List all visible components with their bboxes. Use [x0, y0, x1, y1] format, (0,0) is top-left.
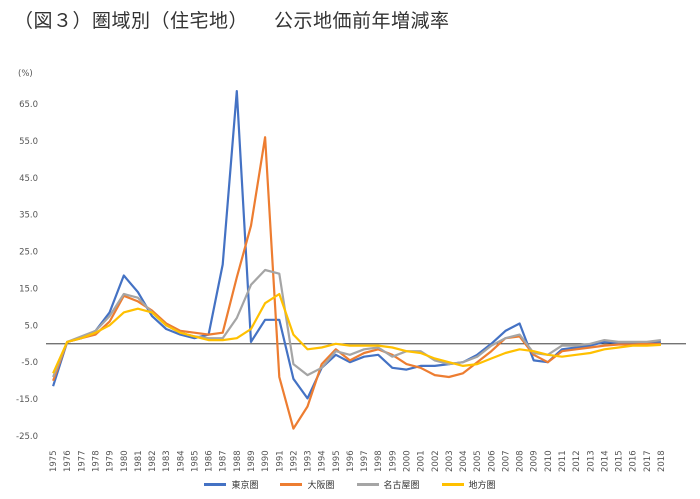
x-tick-label: 2011: [558, 450, 568, 472]
x-tick-label: 1984: [176, 450, 186, 472]
chart-subtitle: 公示地価前年増減率: [274, 10, 450, 32]
x-tick-label: 1988: [233, 450, 243, 472]
legend-label: 東京圏: [231, 480, 259, 491]
legend-label: 地方圏: [468, 480, 496, 491]
series-line: [52, 292, 661, 374]
x-tick-label: 2004: [459, 450, 469, 472]
legend-swatch: [280, 482, 303, 486]
x-tick-label: 2010: [544, 450, 554, 472]
x-tick-label: 1993: [304, 450, 314, 472]
x-tick-label: 1997: [360, 450, 370, 472]
y-tick-label: 35.0: [19, 211, 38, 221]
x-tick-label: 2000: [402, 450, 412, 472]
x-tick-label: 2016: [629, 450, 639, 472]
y-tick-label: -5.0: [21, 358, 38, 368]
x-tick-label: 2014: [600, 450, 610, 472]
legend-label: 大阪圏: [307, 480, 335, 491]
y-tick-label: 45.0: [19, 174, 38, 184]
x-tick-label: 2015: [615, 450, 625, 472]
chart-title: （図３）圏域別（住宅地） 公示地価前年増減率: [14, 6, 450, 33]
x-tick-label: 1977: [77, 450, 87, 472]
legend-item: 名古屋圏: [356, 478, 420, 491]
y-tick-label: -25.0: [16, 432, 38, 442]
x-tick-label: 1989: [247, 450, 257, 472]
series-line: [52, 136, 661, 430]
x-tick-label: 1979: [106, 450, 116, 472]
legend-label: 名古屋圏: [383, 480, 420, 491]
legend-swatch: [441, 482, 464, 486]
legend: 東京圏 大阪圏 名古屋圏 地方圏: [0, 476, 700, 492]
y-tick-label: 25.0: [19, 248, 38, 258]
legend-item: 地方圏: [441, 478, 496, 491]
x-tick-label: 1975: [49, 450, 59, 472]
x-tick-label: 2017: [643, 450, 653, 472]
x-tick-label: 2009: [530, 450, 540, 472]
series-line: [52, 89, 661, 400]
x-tick-label: 1986: [205, 450, 215, 472]
series-lines: [52, 89, 662, 430]
x-axis-ticks: 1975 1976 1977 1978 1979 1980 1981 1982 1983 1984…: [49, 450, 667, 472]
x-tick-label: 2007: [501, 450, 511, 472]
x-tick-label: 1980: [120, 450, 130, 472]
y-axis-ticks: 65.0 55.0 45.0 35.0 25.0 15.0 5.0 -5.0 -15.0 -25.…: [16, 100, 38, 442]
legend-swatch: [356, 482, 379, 486]
x-tick-label: 1995: [332, 450, 342, 472]
y-tick-label: 55.0: [19, 137, 38, 147]
x-tick-label: 1991: [275, 450, 285, 472]
x-tick-label: 2001: [417, 450, 427, 472]
x-tick-label: 2005: [473, 450, 483, 472]
x-tick-label: 1982: [148, 450, 158, 472]
x-tick-label: 1998: [374, 450, 384, 472]
x-tick-label: 1976: [63, 450, 73, 472]
x-tick-label: 1978: [91, 450, 101, 472]
x-tick-label: 2008: [516, 450, 526, 472]
legend-item: 東京圏: [204, 478, 258, 491]
x-tick-label: 1994: [318, 450, 328, 472]
x-tick-label: 1999: [388, 450, 398, 472]
x-tick-label: 2013: [586, 450, 596, 472]
y-tick-label: 5.0: [24, 321, 38, 331]
x-tick-label: 2006: [487, 450, 497, 472]
y-tick-label: 65.0: [19, 100, 38, 110]
x-tick-label: 1983: [162, 450, 172, 472]
y-tick-label: 15.0: [19, 284, 38, 294]
y-tick-label: -15.0: [16, 395, 38, 405]
x-tick-label: 1981: [134, 450, 144, 472]
chart-title-main: （図３）圏域別（住宅地）: [14, 10, 249, 32]
x-tick-label: 1992: [289, 450, 299, 472]
x-tick-label: 1987: [219, 450, 229, 472]
series-line: [52, 268, 662, 378]
x-tick-label: 2012: [572, 450, 582, 472]
legend-swatch: [204, 482, 227, 486]
x-tick-label: 1996: [346, 450, 356, 472]
x-tick-label: 1990: [261, 450, 271, 472]
x-tick-label: 2018: [657, 450, 667, 472]
x-tick-label: 2002: [431, 450, 441, 472]
x-tick-label: 2003: [445, 450, 455, 472]
y-axis-unit-label: (%): [18, 69, 33, 79]
legend-item: 大阪圏: [280, 478, 335, 491]
x-tick-label: 1985: [190, 450, 200, 472]
